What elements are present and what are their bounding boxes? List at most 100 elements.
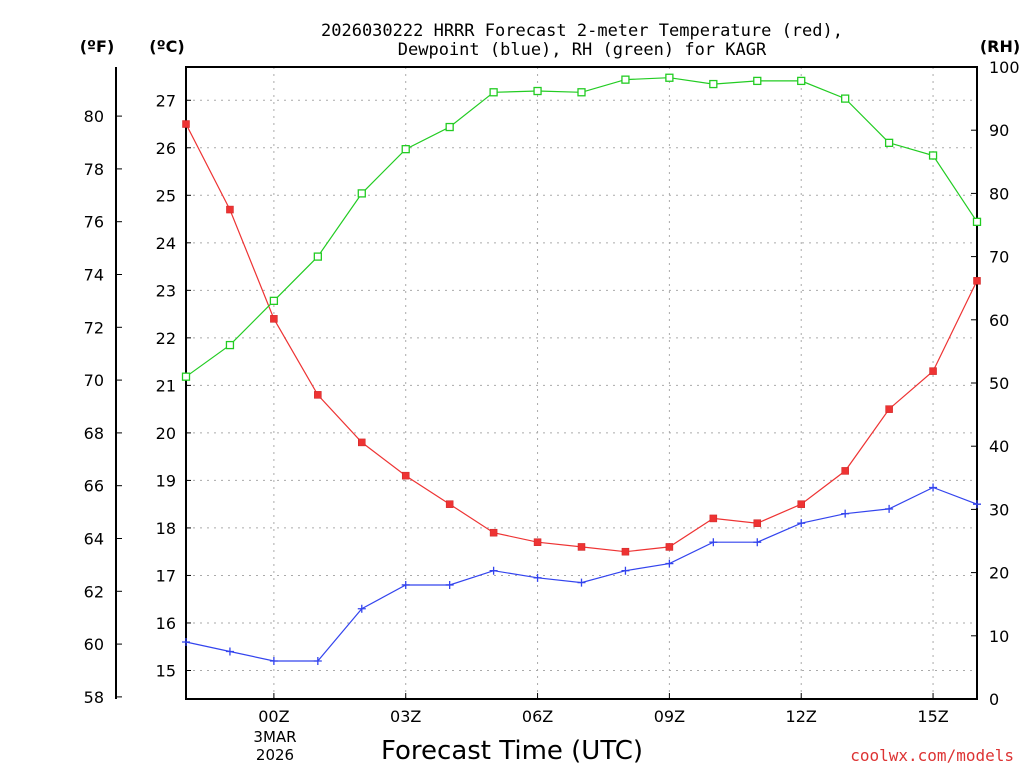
rh-tick-label: 20	[989, 564, 1009, 583]
rh-unit-label: (RH)	[980, 37, 1020, 56]
celsius-tick-label: 17	[156, 566, 176, 585]
watermark: coolwx.com/models	[850, 746, 1014, 765]
dewpoint-point	[577, 578, 586, 587]
temperature-point	[929, 367, 937, 375]
dewpoint-point	[225, 647, 234, 656]
temperature-point	[533, 538, 542, 546]
rh-tick-label: 0	[989, 690, 999, 709]
celsius-tick-label: 20	[156, 424, 176, 443]
time-tick-label: 03Z	[390, 707, 421, 726]
time-axis: 00Z 03Z 06Z 09Z 12Z 15Z	[258, 693, 949, 726]
temperature-point	[182, 120, 190, 128]
rh-point	[225, 340, 235, 350]
rh-tick-label: 40	[989, 437, 1009, 456]
rh-point	[709, 79, 718, 89]
celsius-tick-label: 22	[156, 329, 176, 348]
temperature-point	[226, 205, 234, 214]
fahrenheit-tick-label: 62	[84, 582, 104, 601]
temperature-point	[885, 405, 893, 413]
dewpoint-point	[401, 580, 410, 589]
temperature-point	[445, 500, 454, 508]
rh-line	[185, 77, 978, 378]
time-tick-label: 09Z	[654, 707, 685, 726]
time-tick-label: 12Z	[786, 707, 817, 726]
rh-tick-label: 10	[989, 627, 1009, 646]
dewpoint-point	[357, 604, 366, 613]
rh-point	[269, 296, 279, 305]
dewpoint-point	[665, 559, 674, 568]
date-label-line2: 2026	[256, 746, 294, 764]
fahrenheit-tick-label: 58	[84, 688, 104, 707]
temperature-point	[489, 528, 498, 537]
rh-point	[181, 372, 191, 381]
fahrenheit-tick-label: 72	[84, 318, 104, 337]
date-label-line1: 3MAR	[253, 728, 296, 746]
celsius-tick-label: 23	[156, 281, 176, 300]
celsius-axis: 15 16 17 18 19 20 21 22 23 24 25 26 27	[156, 91, 191, 680]
celsius-tick-label: 24	[156, 234, 176, 253]
dewpoint-point	[885, 504, 894, 513]
dewpoint-point	[182, 637, 190, 646]
rh-point	[401, 145, 410, 154]
rh-point	[357, 189, 366, 198]
celsius-tick-label: 15	[156, 661, 176, 680]
temperature-point	[314, 391, 322, 399]
rh-point	[928, 151, 938, 160]
celsius-tick-label: 16	[156, 614, 176, 633]
series-layer	[181, 73, 982, 665]
rh-tick-label: 30	[989, 500, 1009, 519]
celsius-tick-label: 19	[156, 471, 176, 490]
time-tick-label: 15Z	[917, 707, 948, 726]
rh-point	[489, 88, 498, 97]
dewpoint-line	[185, 486, 978, 662]
grid-lines	[186, 67, 977, 699]
plot-frame	[185, 66, 978, 700]
temperature-point	[841, 467, 849, 475]
celsius-tick-label: 21	[156, 376, 176, 395]
temperature-point	[621, 547, 630, 556]
rh-point	[841, 94, 850, 103]
fahrenheit-tick-label: 64	[84, 529, 104, 548]
fahrenheit-tick-label: 80	[84, 107, 104, 126]
rh-point	[884, 138, 894, 147]
rh-tick-label: 90	[989, 121, 1009, 140]
fahrenheit-tick-label: 66	[84, 477, 104, 496]
rh-tick-label: 60	[989, 311, 1009, 330]
temperature-point	[358, 438, 366, 447]
celsius-tick-label: 18	[156, 519, 176, 538]
chart-title-line2: Dewpoint (blue), RH (green) for KAGR	[398, 40, 767, 60]
fahrenheit-tick-label: 60	[84, 635, 104, 654]
rh-point	[972, 217, 982, 226]
celsius-tick-label: 27	[156, 91, 176, 110]
temperature-point	[577, 543, 586, 551]
temperature-point	[665, 543, 674, 551]
chart-title-line1: 2026030222 HRRR Forecast 2-meter Tempera…	[321, 21, 843, 41]
dewpoint-point	[753, 538, 762, 547]
rh-axis: 0 10 20 30 40 50 60 70 80 90 100	[971, 58, 1020, 709]
dewpoint-point	[841, 509, 850, 518]
time-tick-label: 06Z	[522, 707, 553, 726]
rh-point	[753, 76, 762, 86]
dewpoint-point	[709, 538, 718, 547]
fahrenheit-unit-label: (ºF)	[80, 37, 115, 56]
dewpoint-point	[797, 519, 806, 528]
temperature-point	[270, 315, 278, 323]
dewpoint-point	[445, 580, 454, 589]
fahrenheit-tick-label: 76	[84, 213, 104, 232]
dewpoint-point	[621, 566, 630, 575]
temperature-point	[797, 500, 805, 508]
time-tick-label: 00Z	[258, 707, 289, 726]
rh-point	[621, 75, 630, 84]
dewpoint-point	[313, 656, 322, 665]
x-axis-title: Forecast Time (UTC)	[381, 736, 643, 766]
dewpoint-point	[533, 573, 542, 582]
temperature-point	[709, 514, 718, 523]
fahrenheit-tick-label: 74	[84, 265, 104, 284]
rh-point	[445, 122, 454, 132]
celsius-tick-label: 26	[156, 139, 176, 158]
temperature-point	[401, 471, 410, 480]
fahrenheit-axis: 58 60 62 64 66 68 70 72 74 76 78 80	[84, 107, 122, 707]
dewpoint-point	[269, 656, 278, 665]
dewpoint-point	[973, 500, 981, 509]
